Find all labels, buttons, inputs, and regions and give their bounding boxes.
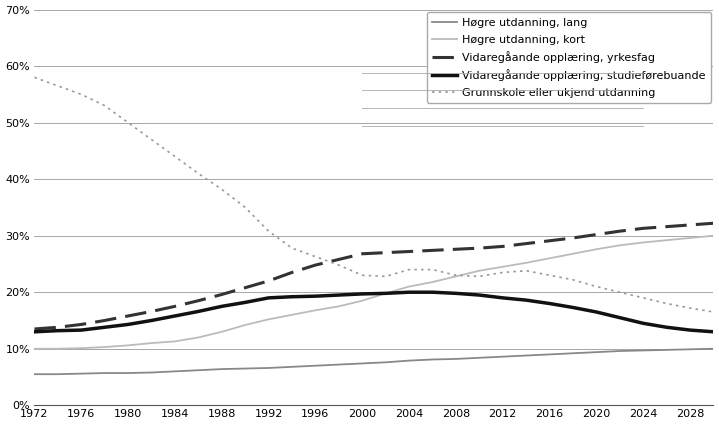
Legend: Høgre utdanning, lang, Høgre utdanning, kort, Vidaregåande opplæring, yrkesfag, : Høgre utdanning, lang, Høgre utdanning, … (426, 12, 711, 103)
